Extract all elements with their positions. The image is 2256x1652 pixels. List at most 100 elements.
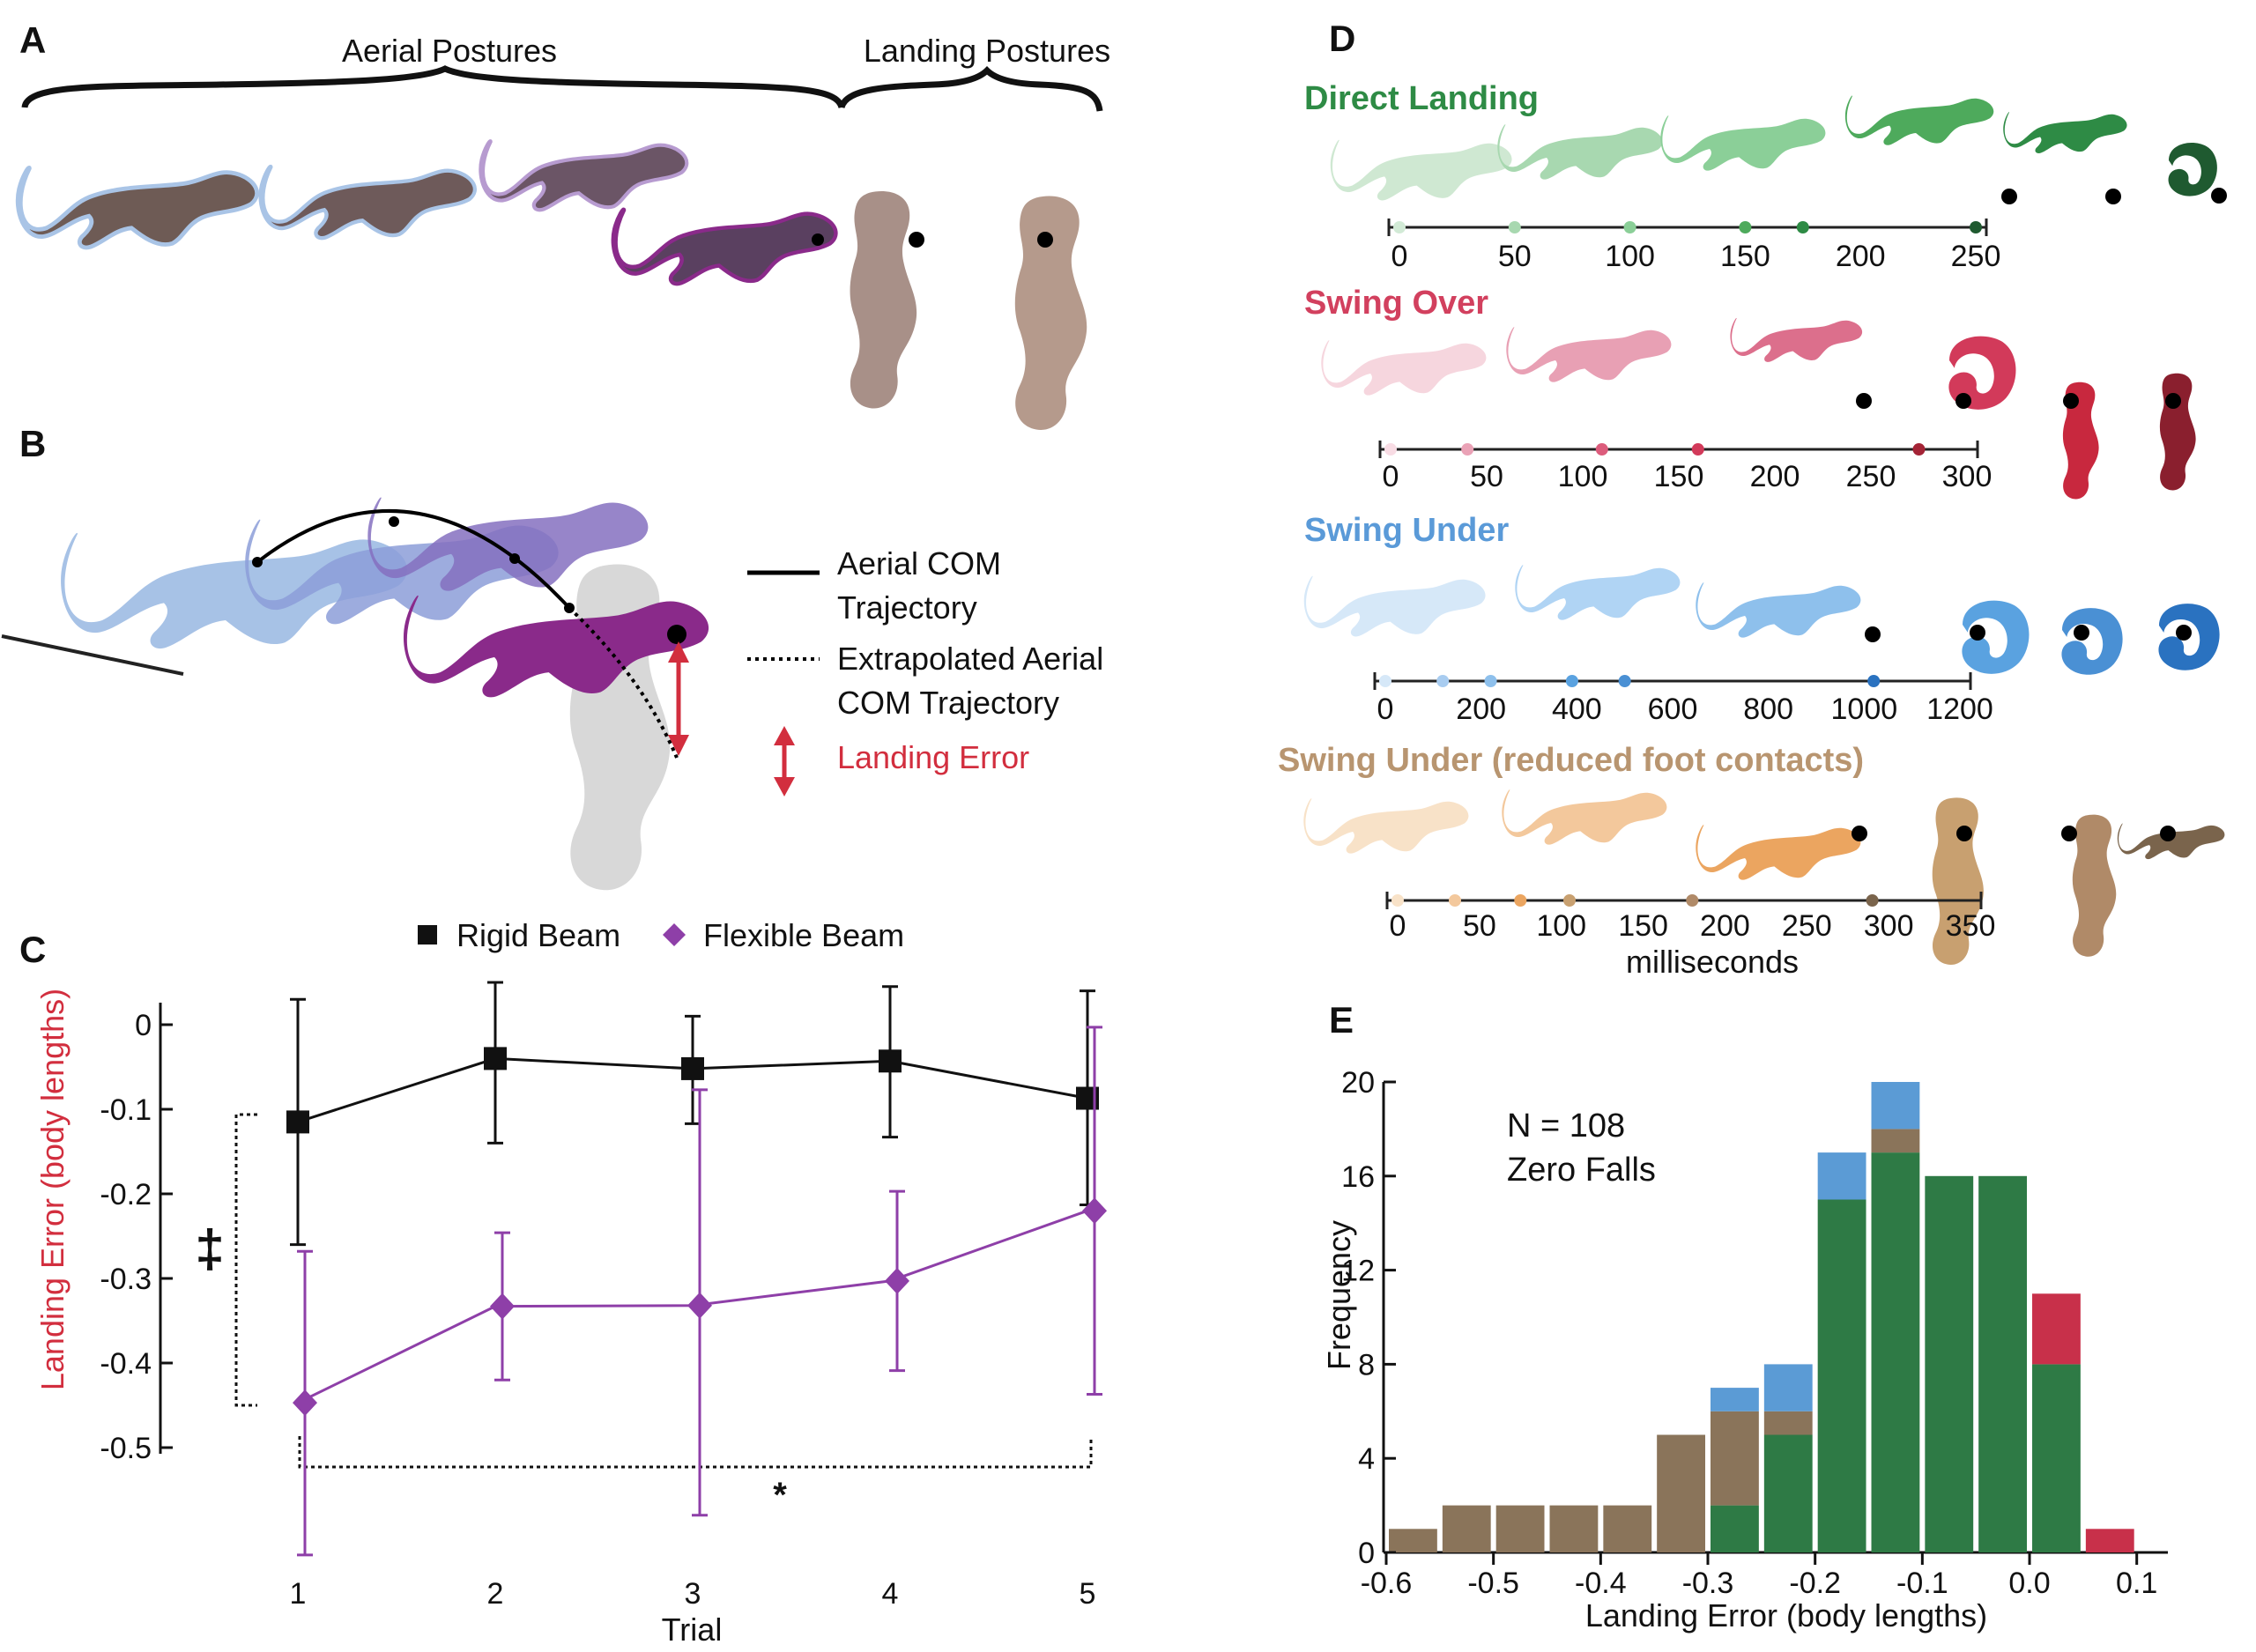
c-y-tick-label: -0.5 <box>100 1432 152 1465</box>
panel-c: C Rigid Beam Flexible Beam Landing Error… <box>19 917 1107 1648</box>
e-bar-segment <box>1871 1129 1920 1153</box>
d-tick-label: 0 <box>1391 240 1408 273</box>
e-bar-segment <box>2032 1293 2081 1365</box>
e-bar-segment <box>1389 1529 1437 1552</box>
c-point-flexible <box>490 1293 515 1320</box>
d-tick-label: 1200 <box>1926 693 1993 726</box>
c-sig-dagger: ‡ <box>195 1219 224 1278</box>
panel-e-letter: E <box>1329 999 1354 1041</box>
panel-e: E Frequency N = 108 Zero Falls 0 4 8 12 16 20… <box>1321 999 2168 1633</box>
c-point-flexible <box>1082 1197 1107 1225</box>
d1-time-axis: 0 50 100 150 200 250 <box>1387 219 2001 273</box>
e-bar-segment <box>2032 1364 2081 1552</box>
d-time-dot <box>1565 675 1578 687</box>
d-tick-label: 150 <box>1618 909 1668 943</box>
d-time-dot <box>1618 675 1631 687</box>
aerial-postures-label: Aerial Postures <box>342 33 557 69</box>
d-time-dot <box>1623 221 1636 233</box>
d-tick-label: 300 <box>1942 460 1993 493</box>
c-x-ticks: 1 2 3 4 5 <box>290 1577 1096 1611</box>
squirrel-landing-2 <box>1014 196 1087 431</box>
legend-solid-text-1: Aerial COM <box>837 545 1001 582</box>
c-y-tick-label: -0.1 <box>100 1093 152 1127</box>
d-time-dot <box>1514 894 1527 907</box>
legend-flexible-marker <box>663 923 686 946</box>
traj-point-2 <box>389 516 399 527</box>
c-point-flexible <box>885 1267 909 1294</box>
c-plot-area <box>286 981 1107 1557</box>
landing-point-a3 <box>1037 232 1053 248</box>
c-x-tick-label: 2 <box>487 1577 504 1611</box>
d-tick-label: 150 <box>1720 240 1770 273</box>
c-x-tick-label: 5 <box>1080 1577 1096 1611</box>
d-time-dot <box>1508 221 1521 233</box>
panel-d: D Direct Landing 0 50 100 150 200 250 Swing O… <box>1278 18 2227 980</box>
landing-point-a2 <box>909 232 924 248</box>
panel-d-letter: D <box>1329 18 1355 59</box>
d-tick-label: 50 <box>1498 240 1532 273</box>
squirrel-aerial-4 <box>613 210 836 284</box>
d-time-dot <box>1384 443 1397 456</box>
e-y-tick-label: 20 <box>1341 1066 1375 1100</box>
e-x-tick-label: -0.1 <box>1896 1567 1948 1600</box>
d-tick-label: 600 <box>1648 693 1698 726</box>
legend-rigid-marker <box>418 925 437 945</box>
d-time-dot <box>1691 443 1704 456</box>
e-histogram-bars <box>1389 1082 2134 1552</box>
c-sig-bracket-bottom <box>298 1436 1093 1469</box>
legend-flexible-label: Flexible Beam <box>703 917 904 953</box>
c-sig-star: * <box>773 1476 787 1515</box>
d-tick-label: 350 <box>1946 909 1996 943</box>
extrapolated-trajectory <box>568 606 679 759</box>
e-y-tick-label: 4 <box>1358 1442 1375 1476</box>
e-x-tick-label: -0.4 <box>1575 1567 1627 1600</box>
aerial-com-trajectory <box>256 508 571 610</box>
d-tick-label: 250 <box>1951 240 2001 273</box>
takeoff-beam <box>1 634 184 676</box>
squirrel-aerial-1 <box>18 167 256 248</box>
c-x-tick-label: 4 <box>882 1577 899 1611</box>
c-point-rigid <box>286 1110 309 1134</box>
traj-point-3 <box>509 553 520 564</box>
panel-b: B Aerial COM Trajectory Extrapolated Aer… <box>1 423 1103 891</box>
landing-postures-label: Landing Postures <box>864 33 1110 69</box>
d-tick-label: 100 <box>1536 909 1586 943</box>
panel-b-letter: B <box>19 423 46 464</box>
c-y-ticks: 0 -0.1 -0.2 -0.3 -0.4 -0.5 <box>100 1009 173 1465</box>
d-time-dot <box>1379 675 1391 687</box>
aerial-brace <box>21 65 845 109</box>
landing-point-a1 <box>812 233 824 246</box>
c-point-rigid <box>484 1047 507 1070</box>
d-tick-label: 150 <box>1654 460 1704 493</box>
d-title-swing-under: Swing Under <box>1304 512 1509 549</box>
e-bar-segment <box>1549 1505 1599 1552</box>
c-point-rigid <box>879 1049 902 1073</box>
e-bar-segment <box>1442 1505 1491 1552</box>
e-y-tick-label: 12 <box>1341 1255 1375 1288</box>
traj-point-1 <box>252 557 263 567</box>
e-y-tick-label: 0 <box>1358 1537 1375 1570</box>
legend-rigid-label: Rigid Beam <box>456 917 620 953</box>
e-xlabel: Landing Error (body lengths) <box>1585 1597 1987 1633</box>
e-bar-segment <box>1711 1411 1759 1506</box>
d-time-dot <box>1449 894 1461 907</box>
e-y-tick-label: 8 <box>1358 1348 1375 1382</box>
d-tick-label: 200 <box>1836 240 1886 273</box>
c-ylabel: Landing Error (body lengths) <box>34 989 70 1390</box>
d1-silhouettes <box>1330 95 2227 204</box>
legend-dotted-text-1: Extrapolated Aerial <box>837 641 1103 677</box>
e-annotation-n: N = 108 <box>1507 1108 1625 1145</box>
legend-dotted-text-2: COM Trajectory <box>837 685 1059 721</box>
e-x-ticks: -0.6 -0.5 -0.4 -0.3 -0.2 -0.1 0.0 0.1 <box>1361 1552 2157 1600</box>
e-bar-segment <box>1817 1152 1866 1200</box>
c-x-tick-label: 1 <box>290 1577 307 1611</box>
d-tick-label: 800 <box>1743 693 1793 726</box>
d-tick-label: 1000 <box>1831 693 1898 726</box>
c-y-tick-label: 0 <box>135 1009 152 1042</box>
c-point-flexible <box>687 1292 712 1319</box>
c-y-tick-label: -0.3 <box>100 1263 152 1296</box>
e-bar-segment <box>1711 1388 1759 1411</box>
d-title-swing-over: Swing Over <box>1304 285 1488 322</box>
d-tick-label: 0 <box>1383 460 1399 493</box>
squirrel-landing-1 <box>850 191 917 409</box>
